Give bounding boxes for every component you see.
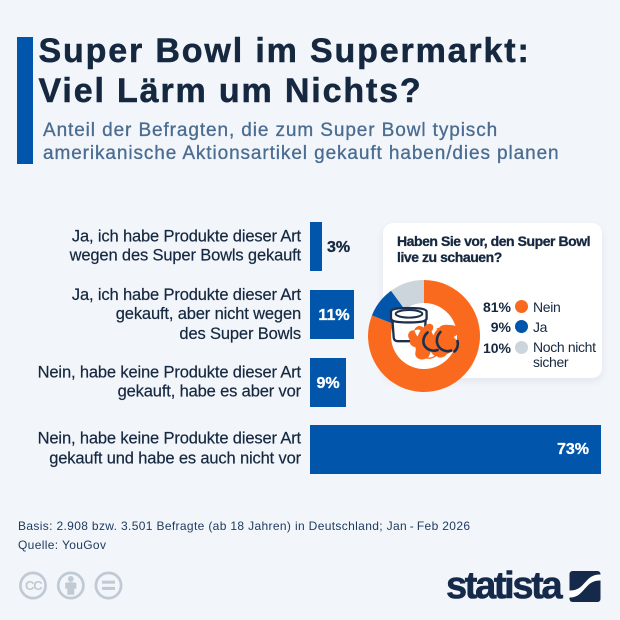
- svg-text:CC: CC: [25, 578, 43, 593]
